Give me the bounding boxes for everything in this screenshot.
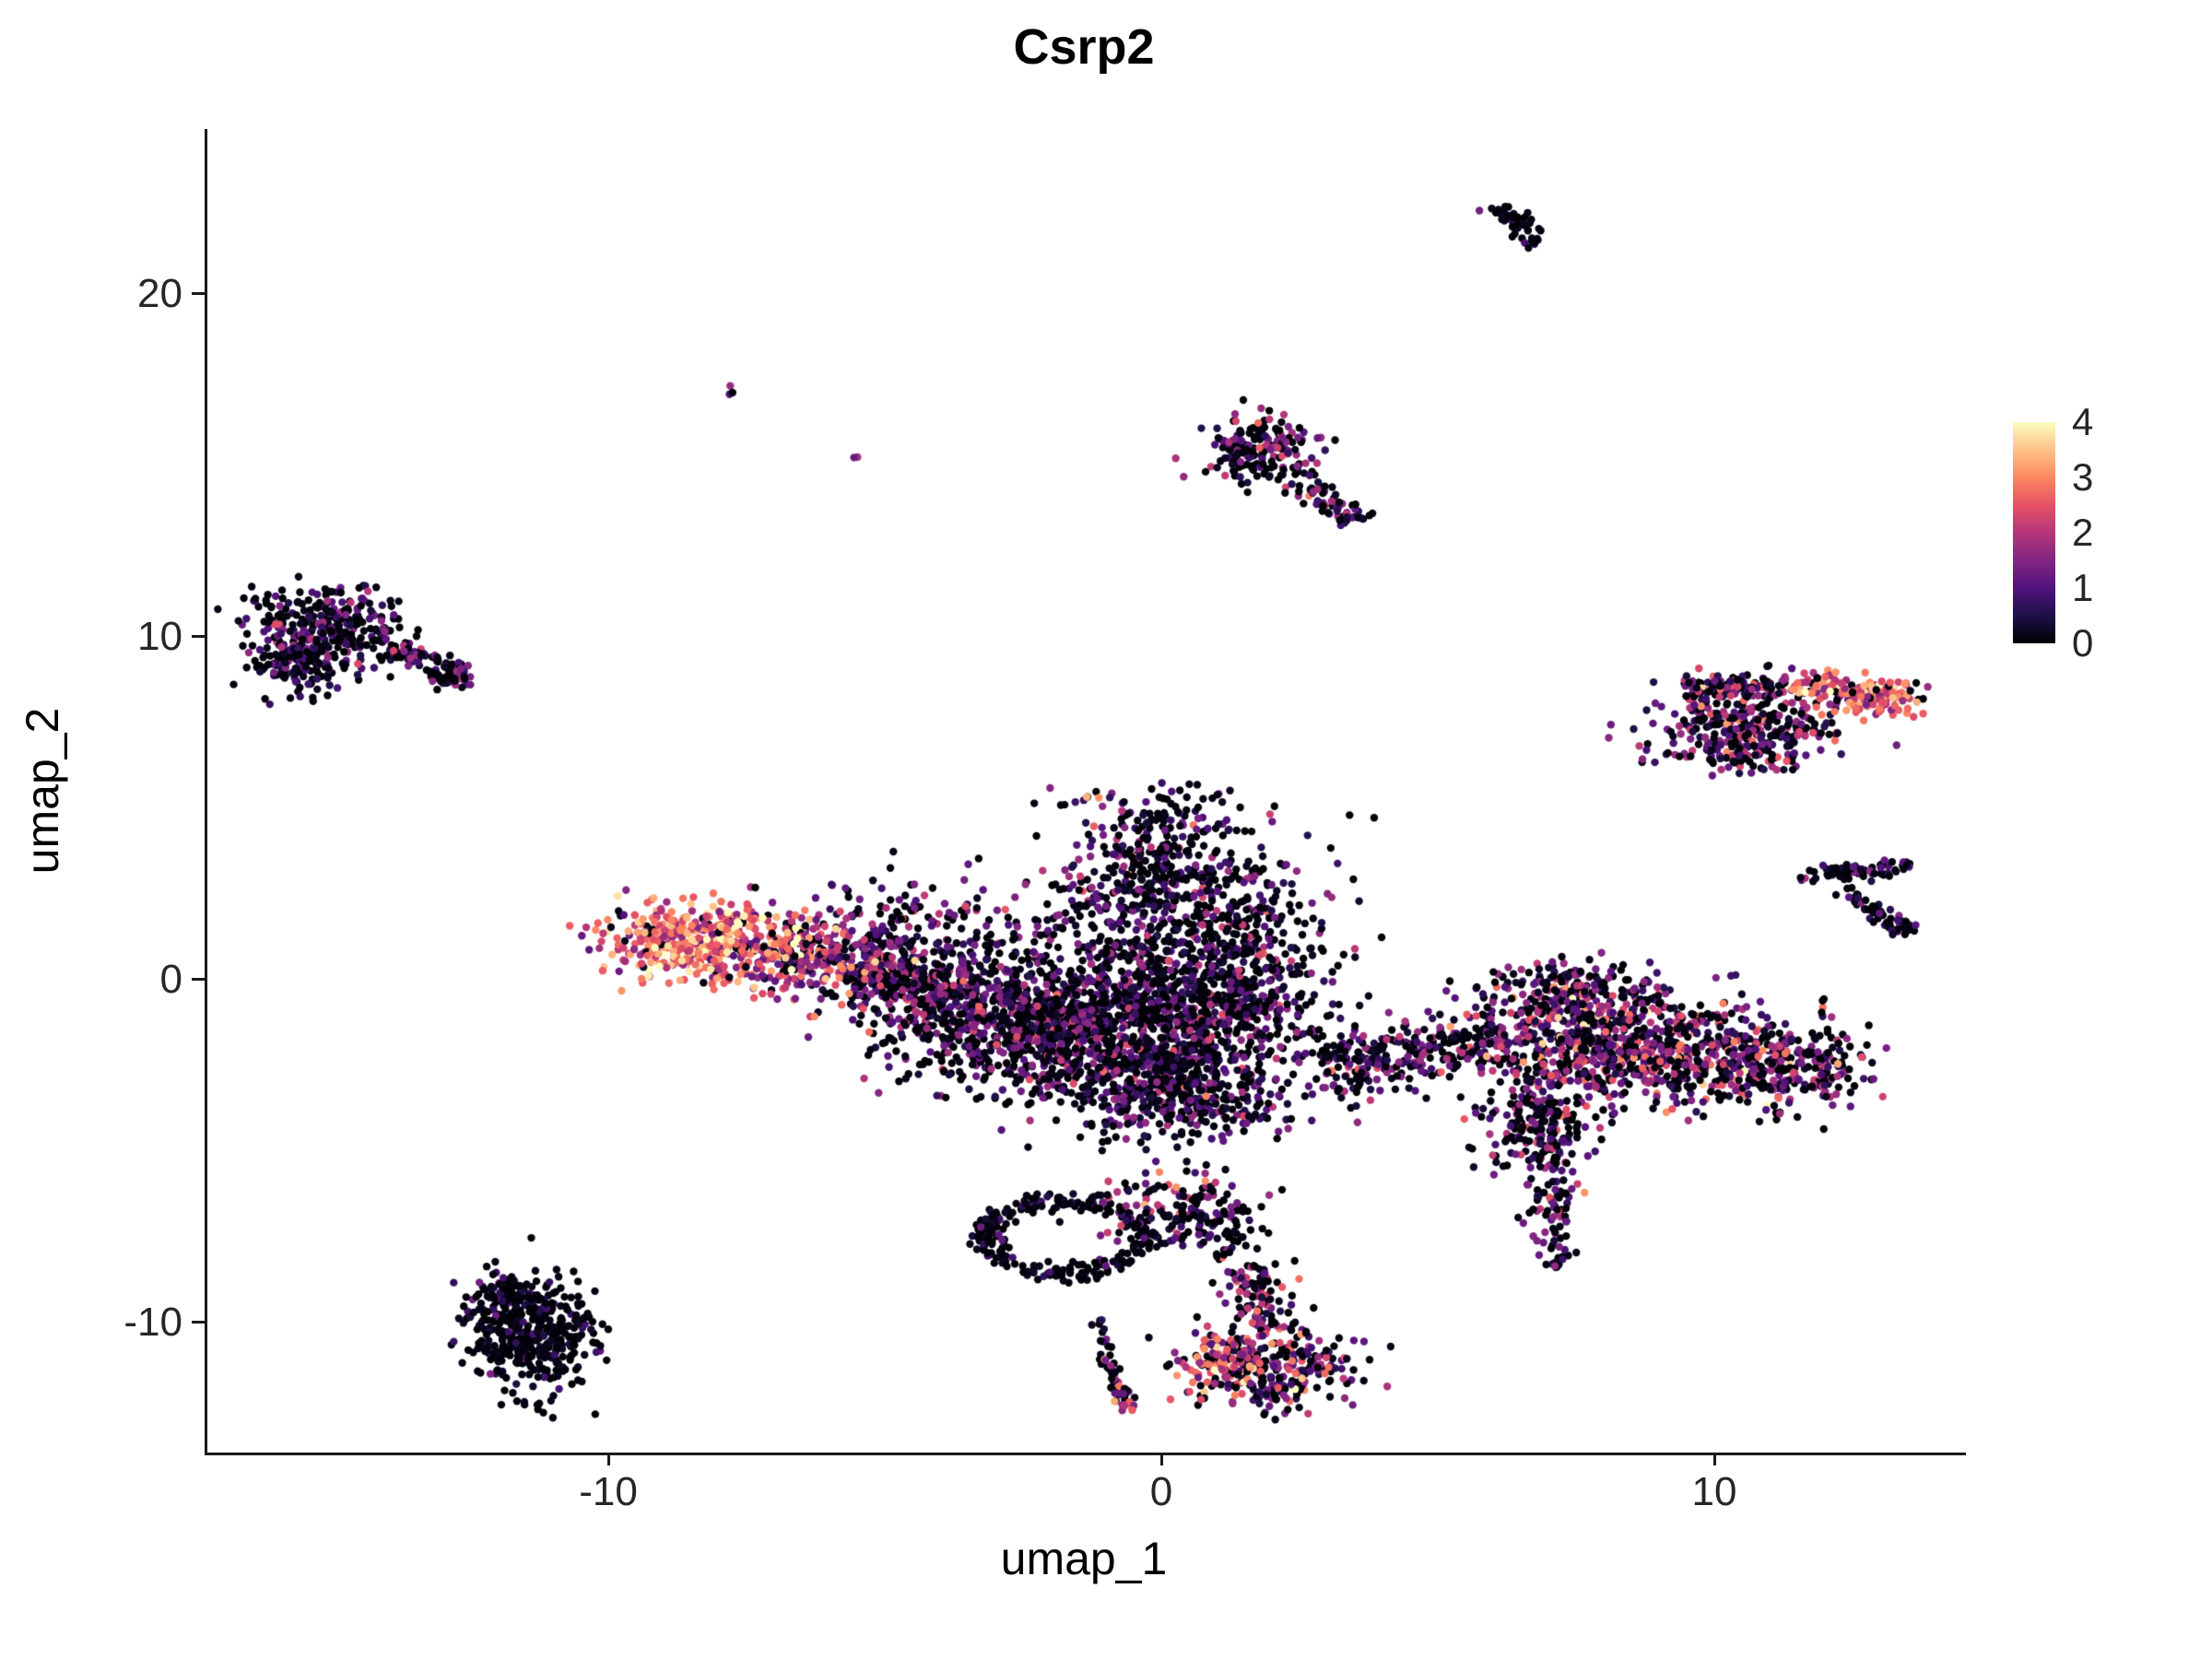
x-tick-mark: [1159, 1453, 1163, 1465]
y-tick-label: 0: [159, 956, 182, 1002]
x-axis-title: umap_1: [1000, 1533, 1168, 1584]
x-tick-mark: [606, 1453, 610, 1465]
colorbar-tick-label: 4: [2072, 400, 2094, 443]
x-tick-mark: [1712, 1453, 1716, 1465]
y-axis-title: umap_2: [17, 707, 68, 875]
scatter-canvas: [207, 129, 1966, 1453]
y-tick-mark: [192, 1321, 205, 1324]
x-tick-label: 10: [1691, 1469, 1737, 1514]
y-tick-mark: [192, 635, 205, 639]
y-tick-mark: [192, 292, 205, 296]
plot-area: [205, 129, 1966, 1455]
x-tick-label: 0: [1149, 1469, 1173, 1514]
colorbar-tick-label: 1: [2072, 566, 2094, 609]
colorbar-tick-label: 0: [2072, 621, 2094, 665]
y-tick-label: 20: [137, 270, 182, 316]
colorbar-gradient: [2013, 422, 2055, 643]
colorbar-tick-label: 3: [2072, 455, 2094, 499]
plot-title: Csrp2: [1013, 19, 1155, 75]
y-tick-label: -10: [124, 1299, 182, 1345]
x-tick-label: -10: [579, 1469, 638, 1514]
colorbar-tick-label: 2: [2072, 511, 2094, 554]
y-tick-mark: [192, 978, 205, 982]
y-tick-label: 10: [137, 613, 182, 659]
